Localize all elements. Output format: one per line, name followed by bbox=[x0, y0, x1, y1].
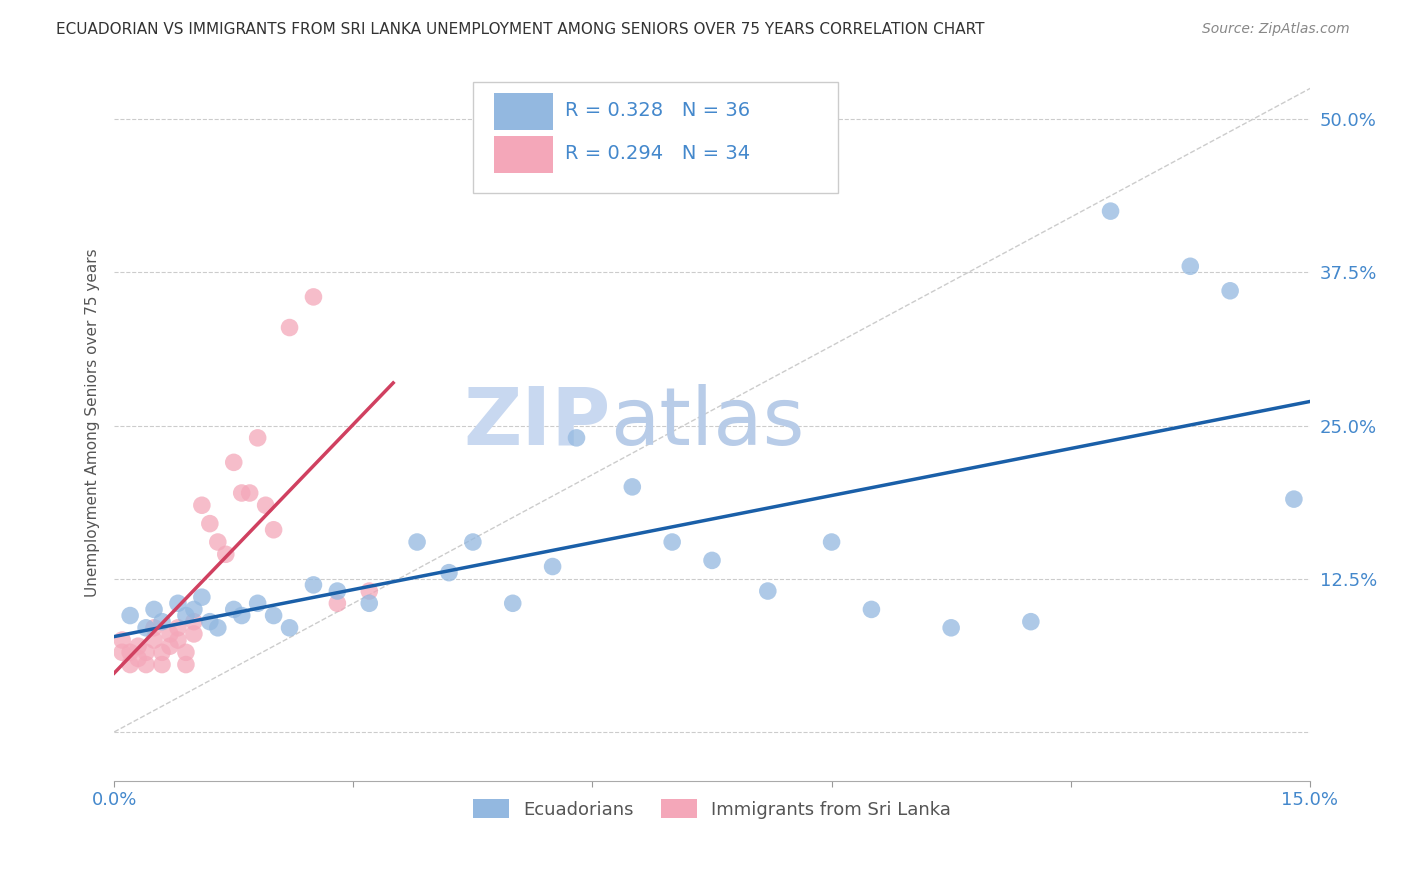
Point bbox=[437, 566, 460, 580]
Point bbox=[150, 615, 173, 629]
Point bbox=[326, 584, 349, 599]
Point bbox=[263, 608, 285, 623]
Point bbox=[860, 602, 883, 616]
Point bbox=[183, 615, 205, 629]
Point bbox=[661, 535, 683, 549]
Point bbox=[502, 596, 524, 610]
Point bbox=[183, 627, 205, 641]
FancyBboxPatch shape bbox=[495, 93, 553, 130]
Point bbox=[302, 578, 325, 592]
Point bbox=[239, 486, 262, 500]
Text: Source: ZipAtlas.com: Source: ZipAtlas.com bbox=[1202, 22, 1350, 37]
Point bbox=[263, 523, 285, 537]
Point bbox=[191, 590, 214, 604]
FancyBboxPatch shape bbox=[495, 136, 553, 173]
Point bbox=[756, 584, 779, 599]
Point bbox=[143, 602, 166, 616]
Point bbox=[174, 608, 197, 623]
Point bbox=[111, 633, 134, 648]
Point bbox=[246, 431, 269, 445]
Point bbox=[461, 535, 484, 549]
Point bbox=[143, 633, 166, 648]
Point bbox=[120, 645, 142, 659]
Text: atlas: atlas bbox=[610, 384, 804, 461]
Point bbox=[700, 553, 723, 567]
Point bbox=[159, 627, 181, 641]
Point bbox=[215, 547, 238, 561]
Point bbox=[565, 431, 588, 445]
Point bbox=[135, 645, 157, 659]
Point bbox=[127, 651, 149, 665]
Point bbox=[326, 596, 349, 610]
Point bbox=[820, 535, 842, 549]
Point bbox=[359, 596, 381, 610]
Point bbox=[143, 621, 166, 635]
Text: ECUADORIAN VS IMMIGRANTS FROM SRI LANKA UNEMPLOYMENT AMONG SENIORS OVER 75 YEARS: ECUADORIAN VS IMMIGRANTS FROM SRI LANKA … bbox=[56, 22, 984, 37]
Point bbox=[150, 657, 173, 672]
Point bbox=[1180, 260, 1202, 274]
Point bbox=[302, 290, 325, 304]
Point bbox=[183, 602, 205, 616]
Point bbox=[1282, 492, 1305, 507]
Point bbox=[254, 498, 277, 512]
Point bbox=[174, 645, 197, 659]
Point bbox=[111, 645, 134, 659]
Text: R = 0.328   N = 36: R = 0.328 N = 36 bbox=[565, 101, 749, 120]
Point bbox=[406, 535, 429, 549]
Point bbox=[191, 498, 214, 512]
Point bbox=[231, 608, 253, 623]
Point bbox=[120, 657, 142, 672]
Point bbox=[278, 320, 301, 334]
Point bbox=[231, 486, 253, 500]
Point bbox=[246, 596, 269, 610]
Point bbox=[135, 621, 157, 635]
Point bbox=[167, 596, 190, 610]
Point bbox=[541, 559, 564, 574]
Point bbox=[1219, 284, 1241, 298]
Point bbox=[198, 516, 221, 531]
Point bbox=[359, 584, 381, 599]
Point bbox=[135, 657, 157, 672]
Point bbox=[207, 621, 229, 635]
Point bbox=[222, 602, 245, 616]
Point bbox=[167, 621, 190, 635]
FancyBboxPatch shape bbox=[472, 82, 838, 193]
Legend: Ecuadorians, Immigrants from Sri Lanka: Ecuadorians, Immigrants from Sri Lanka bbox=[465, 792, 959, 826]
Point bbox=[167, 633, 190, 648]
Point bbox=[159, 639, 181, 653]
Point bbox=[1099, 204, 1122, 219]
Point bbox=[198, 615, 221, 629]
Point bbox=[207, 535, 229, 549]
Y-axis label: Unemployment Among Seniors over 75 years: Unemployment Among Seniors over 75 years bbox=[86, 248, 100, 597]
Point bbox=[278, 621, 301, 635]
Point bbox=[621, 480, 644, 494]
Text: R = 0.294   N = 34: R = 0.294 N = 34 bbox=[565, 145, 749, 163]
Point bbox=[150, 645, 173, 659]
Text: ZIP: ZIP bbox=[463, 384, 610, 461]
Point bbox=[222, 455, 245, 469]
Point bbox=[120, 608, 142, 623]
Point bbox=[939, 621, 962, 635]
Point bbox=[174, 657, 197, 672]
Point bbox=[127, 639, 149, 653]
Point bbox=[1019, 615, 1042, 629]
